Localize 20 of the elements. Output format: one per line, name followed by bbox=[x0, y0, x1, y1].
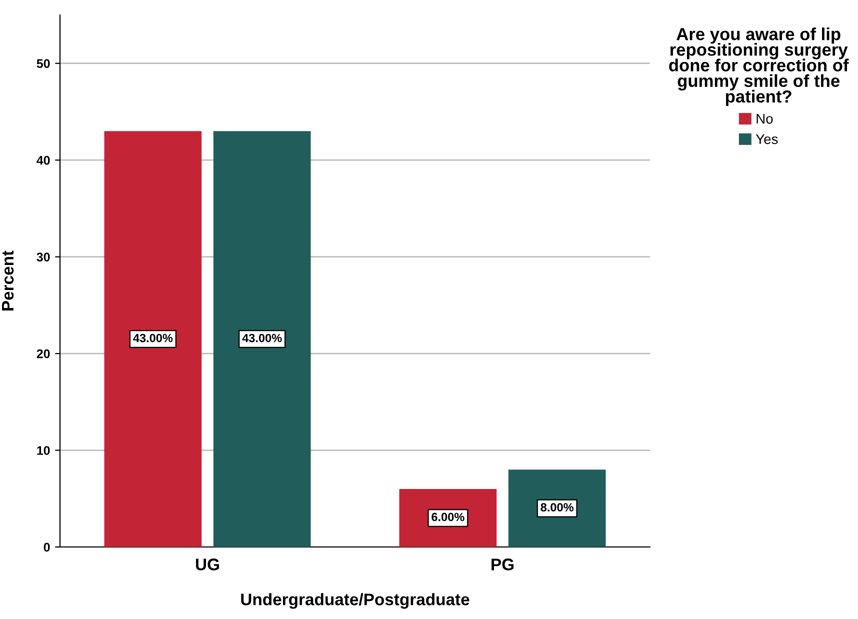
x-tick-label: PG bbox=[492, 558, 514, 570]
y-tick-label: 0 bbox=[44, 542, 50, 552]
y-tick-label: 40 bbox=[36, 156, 50, 165]
x-axis-title: Undergraduate/Postgraduate bbox=[241, 593, 470, 609]
data-label: 43.00% bbox=[133, 334, 173, 342]
bar bbox=[104, 131, 202, 547]
bar bbox=[213, 131, 311, 547]
data-label: 43.00% bbox=[242, 334, 282, 342]
bar bbox=[508, 470, 606, 547]
data-label: 8.00% bbox=[540, 503, 574, 512]
legend-label: No bbox=[756, 114, 773, 124]
y-tick-label: 20 bbox=[36, 349, 50, 358]
y-tick-label: 50 bbox=[36, 59, 50, 68]
x-tick-label: UG bbox=[196, 558, 219, 570]
y-tick-label: 30 bbox=[36, 252, 50, 262]
data-label: 6.00% bbox=[432, 512, 464, 522]
legend-title: Are you aware of lip repositioning surgery done for correction of gummy smile of the patient? bbox=[669, 28, 849, 106]
y-axis-title: Percent bbox=[2, 250, 14, 310]
legend-label: Yes bbox=[756, 134, 778, 144]
y-tick-label: 10 bbox=[37, 446, 50, 455]
